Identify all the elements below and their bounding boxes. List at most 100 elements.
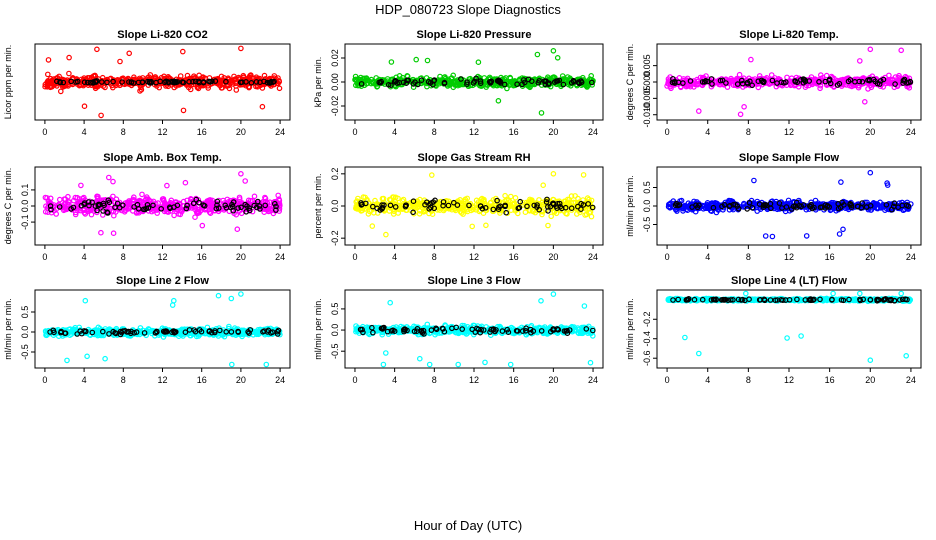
reference-point (514, 328, 521, 334)
x-tick-label: 8 (432, 252, 437, 262)
data-point (231, 210, 237, 217)
data-point (589, 78, 596, 85)
reference-point (257, 79, 263, 86)
reference-point (223, 78, 229, 85)
reference-point (391, 328, 398, 335)
reference-point (672, 80, 678, 86)
reference-point (360, 329, 366, 336)
data-point (755, 84, 762, 91)
data-point (429, 211, 436, 218)
x-tick-label: 0 (352, 375, 357, 385)
reference-point (514, 81, 520, 88)
reference-point (200, 79, 207, 85)
reference-point (358, 81, 365, 87)
data-point (837, 78, 843, 85)
data-point (126, 50, 133, 57)
data-point (674, 208, 680, 214)
x-tick-label: 24 (275, 252, 285, 262)
reference-point (213, 205, 220, 212)
data-point (418, 75, 425, 81)
reference-point (486, 79, 493, 85)
reference-point (414, 325, 421, 332)
outlier-point (867, 169, 874, 176)
data-point (50, 203, 57, 210)
reference-point (891, 200, 898, 207)
data-point (171, 297, 177, 304)
reference-point (141, 330, 148, 336)
data-point (453, 329, 459, 336)
reference-point (578, 78, 584, 84)
data-point (455, 330, 462, 337)
y-tick-label: 0.02 (330, 49, 340, 67)
reference-point (114, 200, 121, 207)
data-point (92, 72, 98, 79)
data-point (751, 177, 757, 184)
data-point (276, 85, 283, 92)
reference-point (721, 202, 728, 208)
data-point (71, 197, 77, 204)
data-point (898, 47, 905, 54)
data-point (156, 84, 163, 91)
reference-point (440, 202, 446, 209)
x-tick-label: 12 (157, 252, 167, 262)
x-tick-label: 12 (469, 252, 479, 262)
data-point (836, 231, 843, 237)
reference-point (746, 200, 753, 206)
outlier-point (550, 171, 557, 177)
x-tick-label: 0 (352, 252, 357, 262)
data-point (184, 197, 190, 204)
reference-point (192, 328, 199, 335)
outlier-point (867, 46, 874, 53)
data-point (125, 199, 132, 206)
x-tick-label: 24 (906, 252, 916, 262)
x-tick-label: 4 (82, 252, 87, 262)
data-point (748, 56, 754, 63)
y-tick-label: 0.00 (330, 73, 340, 91)
reference-point (689, 204, 695, 210)
data-point (82, 80, 89, 86)
data-point (257, 82, 264, 89)
reference-point (538, 328, 545, 334)
reference-point (723, 80, 729, 86)
reference-point (209, 78, 215, 85)
data-point (139, 330, 145, 337)
y-tick-label: 0.2 (330, 168, 340, 181)
data-point (236, 194, 243, 201)
reference-point (520, 77, 527, 83)
data-point (416, 208, 423, 214)
x-tick-label: 12 (784, 375, 794, 385)
data-point (72, 209, 79, 216)
data-point (691, 84, 697, 90)
data-point (495, 98, 502, 104)
x-tick-label: 8 (746, 375, 751, 385)
data-point (697, 74, 704, 81)
reference-point (112, 204, 118, 211)
reference-point (247, 327, 254, 333)
data-point (473, 197, 480, 204)
reference-point (482, 205, 489, 211)
panel-title: Slope Line 2 Flow (116, 275, 209, 287)
reference-point (402, 203, 409, 210)
reference-point (550, 326, 557, 332)
reference-point (816, 79, 822, 85)
panel-title: Slope Line 3 Flow (428, 275, 521, 287)
reference-point (401, 327, 408, 333)
reference-point (400, 79, 407, 86)
x-tick-label: 4 (705, 127, 710, 137)
data-point (467, 75, 474, 82)
data-point (164, 182, 170, 189)
reference-point (90, 79, 96, 85)
data-point (523, 202, 530, 209)
data-point (436, 80, 443, 87)
reference-point (118, 329, 125, 336)
data-point (392, 199, 399, 205)
data-point (136, 198, 142, 205)
data-point (180, 333, 186, 339)
reference-point (273, 207, 279, 213)
reference-point (872, 78, 879, 85)
reference-point (150, 202, 156, 209)
